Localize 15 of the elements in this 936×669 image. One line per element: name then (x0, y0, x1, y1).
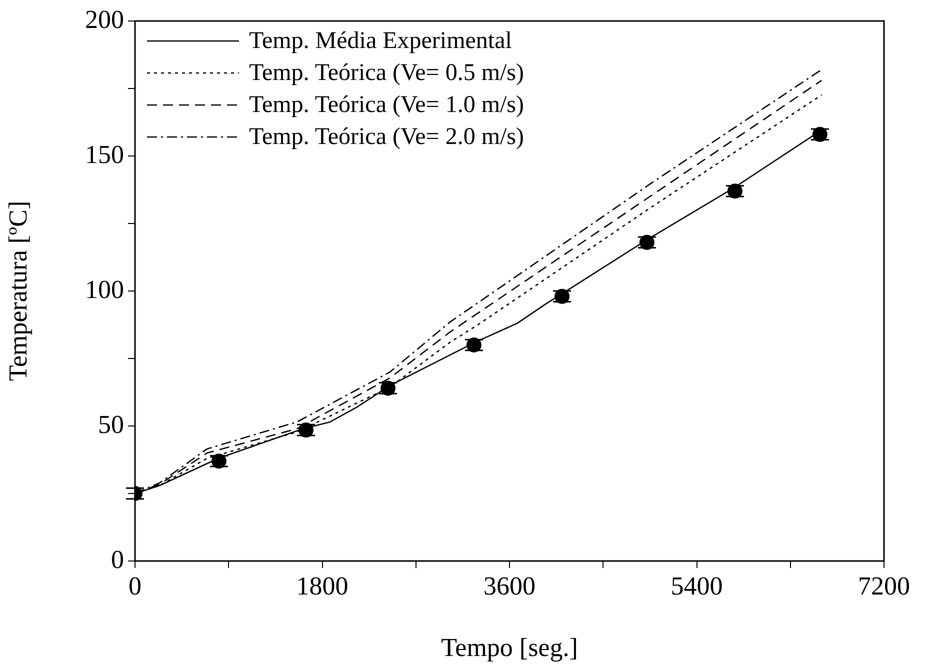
x-tick-label: 7200 (858, 571, 910, 600)
y-tick-label: 200 (85, 4, 124, 34)
y-tick-label: 0 (111, 544, 124, 574)
legend-label: Temp. Teórica (Ve= 1.0 m/s) (249, 92, 524, 118)
legend-label: Temp. Teórica (Ve= 2.0 m/s) (249, 124, 524, 150)
x-tick-label: 1800 (296, 571, 348, 600)
y-tick-label: 100 (85, 274, 124, 304)
y-tick-label: 50 (98, 410, 124, 439)
x-tick-label: 3600 (484, 571, 536, 600)
x-tick-label: 5400 (670, 571, 723, 600)
y-tick-label: 150 (85, 140, 124, 169)
y-axis-title: Temperatura [ºC] (3, 200, 32, 382)
x-axis-title: Tempo [seg.] (441, 633, 578, 662)
legend-label: Temp. Média Experimental (249, 28, 512, 54)
legend-label: Temp. Teórica (Ve= 0.5 m/s) (249, 60, 524, 86)
